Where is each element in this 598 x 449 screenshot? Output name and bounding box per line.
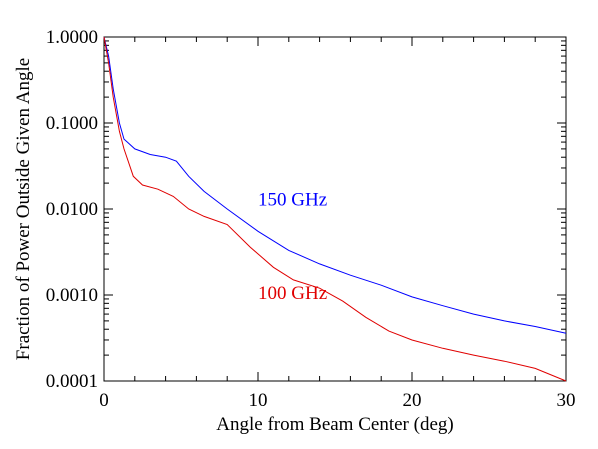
series-label-100-ghz: 100 GHz	[258, 283, 327, 304]
series-lines	[103, 36, 567, 382]
plot-frame	[103, 36, 567, 382]
axes: 0 10 20 30 0.0001 0.0010 0.0100 0.1000 1.0000	[46, 27, 576, 411]
y-tick-label: 0.0100	[46, 199, 98, 220]
y-tick-label: 0.1000	[46, 113, 98, 134]
x-tick-label: 10	[249, 390, 268, 411]
y-axis-label: Fraction of Power Outside Given Angle	[13, 58, 34, 360]
annotations: 150 GHz 100 GHz	[258, 189, 327, 303]
y-tick-label: 0.0010	[46, 285, 98, 306]
y-tick-label: 0.0001	[46, 371, 98, 392]
series-line-100-ghz	[103, 36, 567, 382]
series-label-150-ghz: 150 GHz	[258, 189, 327, 210]
x-axis-label: Angle from Beam Center (deg)	[216, 414, 453, 435]
x-tick-label: 30	[557, 390, 576, 411]
series-line-150-ghz	[103, 36, 567, 334]
x-tick-label: 0	[99, 390, 109, 411]
y-tick-label: 1.0000	[46, 27, 98, 48]
x-tick-label: 20	[403, 390, 422, 411]
